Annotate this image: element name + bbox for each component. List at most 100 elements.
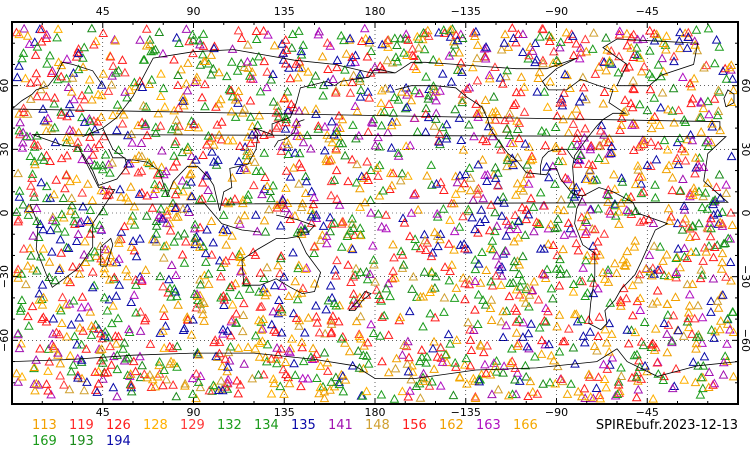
- observation-marker: [39, 115, 50, 125]
- observation-marker: [713, 303, 724, 312]
- observation-marker: [139, 369, 150, 378]
- observation-marker: [428, 54, 439, 64]
- observation-marker: [571, 238, 582, 248]
- observation-marker: [626, 42, 637, 52]
- observation-marker: [280, 58, 291, 68]
- observation-marker: [181, 236, 191, 246]
- observation-marker: [61, 132, 72, 142]
- observation-marker: [464, 163, 475, 172]
- observation-marker: [631, 371, 642, 381]
- observation-marker: [96, 90, 107, 100]
- observation-marker: [137, 360, 148, 370]
- observation-marker: [277, 281, 288, 290]
- observation-marker: [452, 65, 463, 74]
- observation-marker: [170, 203, 181, 213]
- observation-marker: [79, 249, 89, 259]
- lon-tick-label-bottom: −90: [545, 406, 568, 419]
- observation-marker: [50, 216, 61, 226]
- observation-marker: [500, 71, 511, 81]
- observation-marker: [232, 375, 242, 385]
- observation-marker: [722, 313, 733, 323]
- lat-tick-label-right: −60: [739, 329, 750, 352]
- observation-marker: [512, 341, 523, 350]
- observation-marker: [464, 119, 474, 129]
- observation-marker: [725, 324, 735, 334]
- observation-marker: [197, 49, 208, 59]
- observation-marker: [504, 108, 515, 117]
- observation-marker: [580, 34, 591, 44]
- observation-marker: [258, 369, 269, 379]
- observation-marker: [61, 170, 72, 180]
- observation-marker: [627, 102, 638, 112]
- observation-marker: [407, 284, 417, 293]
- observation-marker: [235, 165, 246, 174]
- observation-marker: [632, 50, 643, 60]
- observation-marker: [638, 186, 649, 196]
- observation-marker: [518, 29, 528, 39]
- observation-marker: [183, 142, 193, 151]
- observation-marker: [520, 360, 531, 370]
- observation-marker: [257, 189, 267, 199]
- observation-marker: [487, 280, 498, 290]
- observation-marker: [128, 356, 139, 366]
- coastline: [574, 187, 669, 331]
- observation-marker: [498, 367, 508, 377]
- observation-marker: [628, 52, 639, 62]
- observation-marker: [395, 312, 406, 322]
- observation-marker: [221, 239, 232, 249]
- observation-marker: [201, 257, 211, 266]
- observation-marker: [490, 207, 500, 217]
- observation-marker: [566, 110, 577, 120]
- observation-marker: [622, 324, 633, 334]
- observation-marker: [548, 240, 559, 249]
- observation-marker: [713, 106, 724, 115]
- observation-marker: [658, 375, 669, 384]
- observation-marker: [107, 70, 117, 80]
- observation-marker: [71, 236, 82, 245]
- observation-marker: [345, 225, 355, 235]
- legend-item: 148: [365, 418, 390, 433]
- observation-marker: [251, 166, 262, 175]
- observation-marker: [580, 215, 591, 224]
- observation-marker: [362, 156, 372, 166]
- observation-marker: [53, 347, 63, 357]
- observation-marker: [151, 228, 162, 238]
- observation-marker: [22, 31, 33, 40]
- observation-marker: [112, 391, 122, 401]
- observation-marker: [498, 332, 509, 342]
- observation-marker: [286, 99, 297, 108]
- observation-marker: [507, 23, 518, 32]
- observation-marker: [416, 345, 427, 354]
- observation-marker: [613, 67, 624, 77]
- observation-marker: [30, 385, 40, 395]
- observation-marker: [553, 57, 564, 66]
- observation-marker: [647, 115, 657, 124]
- observation-marker: [540, 140, 551, 150]
- observation-marker: [650, 180, 660, 189]
- observation-marker: [520, 138, 531, 148]
- observation-marker: [54, 329, 65, 339]
- observation-marker: [281, 45, 292, 54]
- observation-marker: [155, 168, 165, 178]
- observation-marker: [437, 122, 448, 132]
- observation-marker: [191, 72, 202, 82]
- observation-marker: [370, 276, 381, 286]
- observation-marker: [73, 229, 84, 238]
- observation-marker: [78, 53, 88, 62]
- observation-marker: [173, 103, 184, 112]
- observation-marker: [620, 62, 631, 72]
- observation-marker: [259, 148, 270, 157]
- observation-marker: [498, 192, 508, 201]
- observation-marker: [470, 276, 480, 286]
- observation-marker: [272, 342, 282, 352]
- observation-marker: [235, 141, 245, 150]
- observation-marker: [539, 269, 550, 279]
- observation-marker: [590, 69, 601, 78]
- observation-marker: [366, 319, 376, 329]
- observation-marker: [349, 230, 360, 239]
- observation-marker: [326, 190, 336, 200]
- observation-marker: [61, 299, 71, 309]
- observation-marker: [86, 321, 97, 330]
- lon-tick-label-bottom: 90: [187, 406, 201, 419]
- observation-marker: [183, 58, 193, 67]
